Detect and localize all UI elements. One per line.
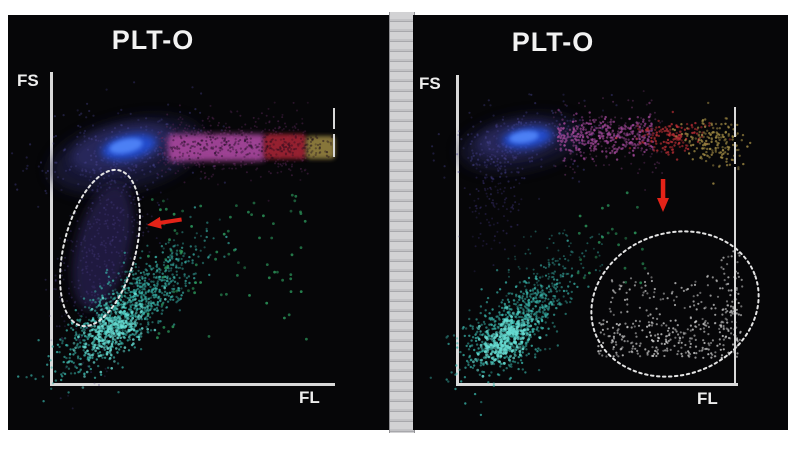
red-arrow-annotation: [147, 216, 182, 229]
panel-divider: [389, 12, 415, 433]
cyan-core: [67, 286, 167, 389]
dark-red-band: [264, 134, 306, 159]
x-axis-line: [50, 383, 335, 386]
scatter-panel-left: PLT-O FS FL: [8, 15, 389, 430]
gate-line: [734, 107, 736, 137]
tan-band: [306, 136, 335, 159]
magenta-band: [168, 134, 265, 161]
yellow-dots: [671, 101, 752, 185]
y-axis-label: FS: [419, 74, 441, 93]
gate-line: [734, 167, 736, 383]
cyan-tail: [100, 218, 221, 333]
gate-line: [333, 108, 335, 129]
band-texture: [169, 122, 333, 164]
magenta-dots: [556, 101, 655, 162]
y-axis-line: [456, 75, 459, 385]
scatter-panel-right: PLT-O FS FL: [413, 15, 788, 430]
purple-column-speckle: [44, 129, 181, 410]
scatter-plot-right: [429, 90, 760, 417]
gating-ellipse-annotation: [59, 168, 141, 328]
gate-line: [333, 134, 335, 157]
scatter-plot-left: [11, 81, 335, 410]
green-sparse: [576, 191, 647, 285]
scatter-dots: [11, 81, 335, 410]
gate-line: [734, 142, 736, 164]
cyan-core: [472, 305, 542, 378]
x-axis-label: FL: [697, 389, 718, 408]
white-along-gate: [720, 250, 743, 341]
purple-column: [72, 184, 134, 310]
white-scatter-upper: [608, 272, 744, 321]
plot-title: PLT-O: [511, 27, 595, 57]
white-scatter-dense: [597, 319, 739, 359]
x-axis-label: FL: [299, 388, 320, 407]
magenta-halo: [552, 90, 664, 191]
cyan-tail: [468, 234, 600, 350]
cyan-sparse-upper: [507, 229, 604, 278]
x-axis-line: [456, 383, 738, 386]
red-arrow-annotation: [657, 179, 669, 212]
y-axis-label: FS: [17, 71, 39, 90]
y-axis-line: [50, 72, 53, 386]
gating-ellipse-annotation: [590, 230, 760, 378]
plot-title: PLT-O: [111, 25, 195, 55]
blue-core: [509, 130, 539, 144]
scatter-dots: [429, 90, 752, 417]
blue-core: [109, 138, 143, 154]
green-sparse: [146, 193, 308, 341]
